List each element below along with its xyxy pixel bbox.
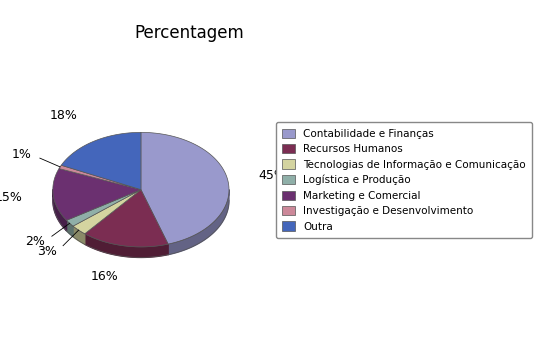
Text: 3%: 3% [37, 245, 57, 258]
Polygon shape [59, 165, 141, 190]
Text: 45%: 45% [259, 169, 286, 182]
Polygon shape [53, 168, 141, 220]
Polygon shape [73, 190, 141, 234]
Polygon shape [85, 190, 168, 247]
Text: 1%: 1% [12, 148, 32, 161]
Text: 18%: 18% [49, 109, 77, 122]
Polygon shape [73, 226, 85, 244]
Polygon shape [61, 132, 141, 190]
Polygon shape [67, 220, 73, 237]
Legend: Contabilidade e Finanças, Recursos Humanos, Tecnologias de Informação e Comunica: Contabilidade e Finanças, Recursos Human… [276, 122, 532, 238]
Text: 2%: 2% [25, 235, 45, 248]
Polygon shape [67, 190, 141, 226]
Polygon shape [168, 190, 229, 255]
Text: 15%: 15% [0, 191, 23, 204]
Polygon shape [141, 132, 229, 244]
Text: 16%: 16% [91, 270, 119, 283]
Text: Percentagem: Percentagem [135, 24, 244, 42]
Polygon shape [53, 190, 67, 231]
Polygon shape [85, 234, 168, 258]
